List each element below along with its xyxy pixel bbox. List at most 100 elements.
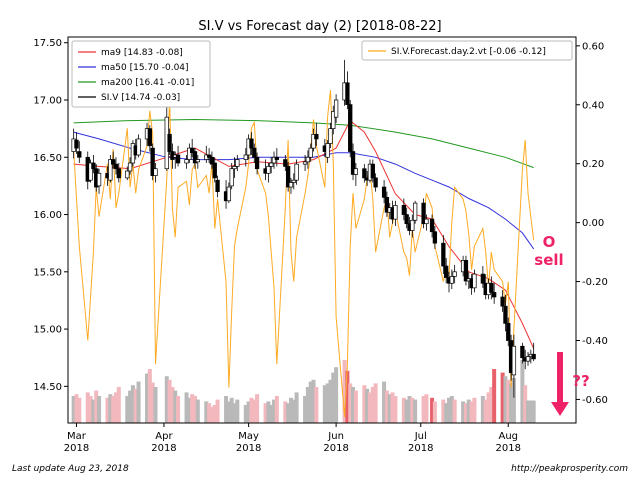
- volume-bar: [523, 385, 528, 423]
- right-tick-label: 0.00: [582, 218, 604, 229]
- candle-body: [500, 296, 505, 307]
- ma9-line: [73, 119, 535, 349]
- volume-bar: [283, 401, 288, 423]
- volume-bar: [133, 388, 138, 423]
- annotation-circle: O: [543, 233, 556, 251]
- candle-body: [116, 168, 121, 179]
- candle-body: [283, 159, 288, 167]
- volume-bar: [94, 390, 99, 423]
- volume-bar: [164, 376, 169, 423]
- volume-bar: [288, 397, 293, 423]
- candle-body: [252, 147, 257, 158]
- candle-body: [288, 182, 294, 188]
- volume-bar: [506, 379, 511, 423]
- candle-body: [77, 151, 82, 158]
- candle-body: [285, 166, 291, 188]
- candle-body: [325, 143, 330, 158]
- candle-body: [424, 218, 429, 225]
- volume-bar: [421, 396, 426, 423]
- candle-body: [503, 305, 508, 324]
- candle-body: [393, 205, 398, 220]
- candle-body: [525, 356, 531, 362]
- volume-bar: [116, 387, 121, 423]
- volume-bar: [407, 396, 412, 423]
- volume-bar: [342, 360, 347, 423]
- volume-bar: [314, 387, 319, 423]
- candle-body: [381, 186, 387, 198]
- candle-body: [269, 162, 274, 167]
- volume-bar: [401, 397, 406, 423]
- volume-bar: [184, 392, 189, 423]
- x-tick-month: Jul: [414, 431, 427, 442]
- candle-body: [190, 147, 195, 154]
- volume-bar: [147, 369, 152, 423]
- left-tick-label: 15.00: [33, 325, 62, 336]
- candle-body: [412, 202, 418, 221]
- volume-bar: [226, 401, 231, 423]
- volume-bar: [503, 376, 508, 423]
- volume-bar: [410, 397, 415, 423]
- candle-body: [209, 156, 215, 165]
- left-tick-label: 17.50: [33, 38, 62, 49]
- x-tick-month: Aug: [499, 431, 519, 442]
- candle-body: [489, 282, 494, 293]
- volume-bar: [204, 401, 209, 423]
- volume-bar: [509, 383, 514, 423]
- volume-bar: [255, 394, 260, 423]
- chart-title: SI.V vs Forecast day (2) [2018-08-22]: [198, 19, 441, 34]
- candle-body: [302, 161, 308, 165]
- volume-bar: [176, 396, 181, 423]
- candle-body: [401, 205, 406, 215]
- candle-body: [108, 159, 113, 181]
- candle-body: [294, 163, 299, 181]
- candle-body: [444, 265, 449, 278]
- volume-bar: [215, 399, 220, 423]
- candlesticks: [71, 59, 536, 398]
- volume-bar: [489, 387, 494, 423]
- volume-bar: [111, 396, 116, 423]
- volume-bar: [404, 399, 409, 423]
- volume-bar: [209, 406, 214, 423]
- candle-body: [370, 163, 375, 179]
- volume-bar: [469, 401, 474, 423]
- volume-bar: [113, 392, 118, 423]
- volume-bar: [243, 405, 248, 423]
- footer-last-update: Last update Aug 23, 2018: [12, 464, 129, 474]
- candle-body: [348, 104, 353, 152]
- volume-bar: [413, 399, 418, 423]
- volume-bar: [353, 390, 358, 423]
- annotation-question: ??: [572, 372, 589, 390]
- candle-body: [492, 292, 497, 298]
- candle-body: [226, 186, 232, 202]
- volume-bar: [229, 397, 234, 423]
- volume-bar: [365, 388, 370, 423]
- legend-right-label: SI.V.Forecast.day.2.vt [-0.06 -0.12]: [391, 47, 546, 57]
- candle-body: [531, 353, 536, 360]
- volume-bar: [466, 399, 471, 423]
- volume-bar: [207, 403, 212, 423]
- volume-bar: [305, 387, 310, 423]
- volume-bar: [173, 390, 178, 423]
- candle-body: [113, 163, 119, 170]
- left-tick-label: 16.00: [33, 210, 62, 221]
- candle-body: [421, 202, 426, 225]
- volume-bar: [88, 396, 93, 423]
- volume-bar: [153, 387, 158, 423]
- candle-body: [232, 166, 237, 170]
- right-tick-label: 0.60: [582, 41, 604, 52]
- candle-body: [274, 156, 279, 160]
- volume-bar: [370, 387, 375, 423]
- volume-bars: [71, 360, 536, 423]
- left-tick-label: 16.50: [33, 153, 62, 164]
- x-tick-year: 2018: [236, 443, 261, 454]
- volume-bar: [291, 399, 296, 423]
- candle-body: [311, 134, 316, 149]
- candle-body: [192, 151, 198, 164]
- volume-bar: [85, 392, 90, 423]
- candle-body: [333, 99, 339, 118]
- candle-body: [125, 170, 130, 179]
- volume-bar: [486, 392, 491, 423]
- candle-body: [74, 139, 79, 149]
- forecast-series-line: [73, 89, 535, 418]
